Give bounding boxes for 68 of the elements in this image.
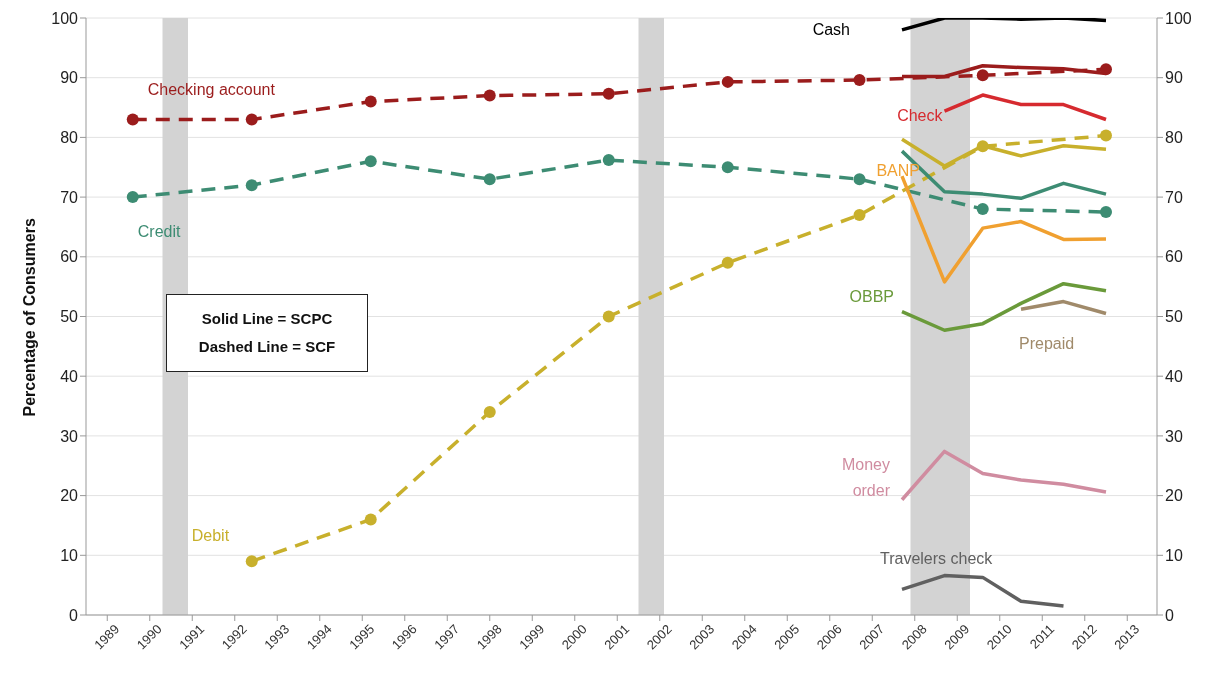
series-label: Check [897,107,944,125]
point [483,406,496,419]
y-tick-label: 10 [60,546,79,564]
series-label: Checking account [147,81,276,99]
line-series [900,449,1108,502]
y-axis-title: Percentage of Consumers [20,218,38,417]
point [1100,129,1112,142]
series-label: OBBP [849,287,894,305]
y2-tick-label: 80 [1165,129,1183,147]
y-tick-label: 40 [60,367,79,385]
line-series [900,174,1108,284]
series-label: Travelers check [880,550,994,568]
line-series [942,93,1108,122]
point [721,256,734,269]
point [364,95,377,108]
y-tick-label: 30 [60,427,79,445]
point [721,75,734,88]
y-tick-label: 0 [69,606,79,624]
point [245,555,258,568]
series-label: Credit [137,223,181,241]
point [483,173,496,186]
point [483,89,496,102]
text: Cash [812,20,850,38]
point [126,113,139,126]
y2-tick-label: 40 [1165,367,1183,385]
y2-tick-label: 100 [1165,9,1192,27]
y2-tick-label: 70 [1165,188,1183,206]
y-tick-label: 90 [60,69,79,87]
y2-tick-label: 60 [1165,248,1183,266]
series-label: Prepaid [1019,335,1075,353]
line-series [900,281,1108,332]
point [976,140,989,153]
point [126,191,139,204]
line-series [900,18,1108,32]
point [976,203,989,216]
point [602,310,615,323]
y2-tick-label: 50 [1165,308,1183,326]
series-label: Debit [191,527,230,545]
y2-tick-label: 30 [1165,427,1183,445]
point [602,87,615,100]
point [853,173,866,186]
y2-tick-label: 20 [1165,487,1183,505]
point [602,154,615,167]
y-tick-label: 60 [60,248,79,266]
y-tick-label: 20 [60,487,79,505]
y2-tick-label: 0 [1165,606,1174,624]
point [853,209,866,222]
point [1100,63,1112,76]
point [853,74,866,87]
y-tick-label: 80 [60,129,79,147]
point [364,513,377,526]
annotation: Dashed Line = SCF [197,337,337,357]
series-label: Money order [841,455,891,499]
point [1100,206,1112,219]
annotation: Solid Line = SCPC [200,309,334,329]
point [245,113,258,126]
point [721,161,734,174]
line-series [900,573,1066,608]
y2-tick-label: 10 [1165,546,1183,564]
y-tick-label: 100 [51,9,79,27]
y-tick-label: 70 [60,188,79,206]
key-box: Solid Line = SCPC Dashed Line = SCF [166,294,368,372]
point [976,69,989,82]
y-tick-label: 50 [60,308,79,326]
point [245,179,258,192]
series-label: BANP [876,162,920,180]
point [364,155,377,168]
y2-tick-label: 90 [1165,69,1183,87]
